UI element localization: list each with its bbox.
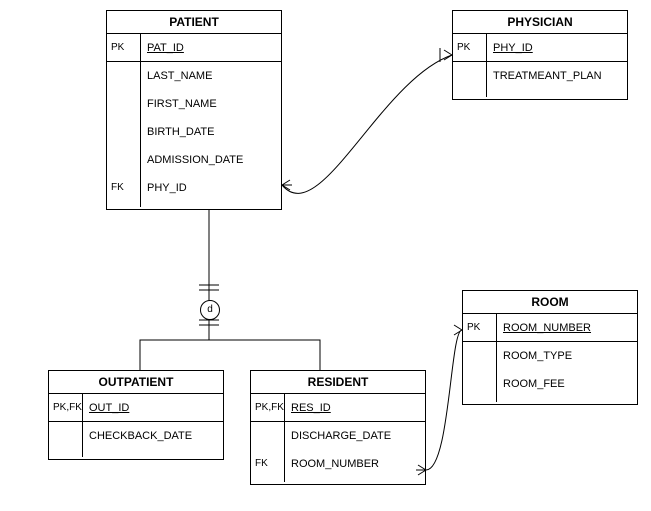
relationship-line <box>426 330 462 470</box>
attr-cell: FIRST_NAME <box>141 90 281 118</box>
attr-cell: ROOM_NUMBER <box>497 314 637 342</box>
crowfoot <box>282 180 292 190</box>
attr-cell: DISCHARGE_DATE <box>285 422 425 450</box>
entity-title-patient: PATIENT <box>107 11 281 34</box>
relationship-line <box>140 320 209 370</box>
key-cell: PK,FK <box>251 394 284 422</box>
key-cell <box>107 146 140 174</box>
entity-body-resident: PK,FK FKRES_IDDISCHARGE_DATEROOM_NUMBER <box>251 394 425 482</box>
entity-title-room: ROOM <box>463 291 637 314</box>
key-cell <box>107 90 140 118</box>
entity-body-room: PKROOM_NUMBERROOM_TYPEROOM_FEE <box>463 314 637 402</box>
entity-title-resident: RESIDENT <box>251 371 425 394</box>
entity-body-patient: PKFKPAT_IDLAST_NAMEFIRST_NAMEBIRTH_DATEA… <box>107 34 281 207</box>
key-cell <box>453 62 486 90</box>
key-cell <box>107 62 140 90</box>
attr-cell: BIRTH_DATE <box>141 118 281 146</box>
key-column: PK,FK <box>49 394 83 457</box>
crowfoot <box>444 50 452 60</box>
crowfoot <box>454 325 462 335</box>
key-cell <box>107 118 140 146</box>
attr-cell: CHECKBACK_DATE <box>83 422 223 450</box>
key-cell: PK <box>463 314 496 342</box>
er-diagram-canvas: PATIENTPKFKPAT_IDLAST_NAMEFIRST_NAMEBIRT… <box>0 0 651 511</box>
key-cell <box>463 370 496 398</box>
attr-cell: ROOM_NUMBER <box>285 450 425 478</box>
relationship-line <box>209 320 320 370</box>
entity-resident: RESIDENTPK,FK FKRES_IDDISCHARGE_DATEROOM_… <box>250 370 426 485</box>
entity-patient: PATIENTPKFKPAT_IDLAST_NAMEFIRST_NAMEBIRT… <box>106 10 282 210</box>
attr-cell: ROOM_FEE <box>497 370 637 398</box>
key-cell <box>463 342 496 370</box>
relationship-line <box>282 55 452 193</box>
attr-column: ROOM_NUMBERROOM_TYPEROOM_FEE <box>497 314 637 402</box>
entity-physician: PHYSICIANPKPHY_IDTREATMEANT_PLAN <box>452 10 628 100</box>
entity-title-physician: PHYSICIAN <box>453 11 627 34</box>
attr-cell: RES_ID <box>285 394 425 422</box>
attr-cell: TREATMEANT_PLAN <box>487 62 627 90</box>
entity-outpatient: OUTPATIENTPK,FKOUT_IDCHECKBACK_DATE <box>48 370 224 460</box>
key-column: PK <box>453 34 487 97</box>
attr-cell: OUT_ID <box>83 394 223 422</box>
key-cell <box>251 422 284 450</box>
key-cell: PK <box>453 34 486 62</box>
attr-cell: PAT_ID <box>141 34 281 62</box>
key-cell: FK <box>107 174 140 202</box>
attr-column: OUT_IDCHECKBACK_DATE <box>83 394 223 457</box>
attr-cell: ROOM_TYPE <box>497 342 637 370</box>
key-column: PK FK <box>107 34 141 207</box>
attr-cell: PHY_ID <box>487 34 627 62</box>
entity-body-outpatient: PK,FKOUT_IDCHECKBACK_DATE <box>49 394 223 457</box>
attr-column: RES_IDDISCHARGE_DATEROOM_NUMBER <box>285 394 425 482</box>
attr-cell: PHY_ID <box>141 174 281 202</box>
key-cell: PK <box>107 34 140 62</box>
attr-cell: ADMISSION_DATE <box>141 146 281 174</box>
subtype-discriminator-symbol: d <box>200 300 220 320</box>
key-cell: PK,FK <box>49 394 82 422</box>
attr-cell: LAST_NAME <box>141 62 281 90</box>
key-cell <box>49 422 82 450</box>
key-cell: FK <box>251 450 284 478</box>
entity-title-outpatient: OUTPATIENT <box>49 371 223 394</box>
entity-room: ROOMPKROOM_NUMBERROOM_TYPEROOM_FEE <box>462 290 638 405</box>
attr-column: PAT_IDLAST_NAMEFIRST_NAMEBIRTH_DATEADMIS… <box>141 34 281 207</box>
attr-column: PHY_IDTREATMEANT_PLAN <box>487 34 627 97</box>
entity-body-physician: PKPHY_IDTREATMEANT_PLAN <box>453 34 627 97</box>
key-column: PK,FK FK <box>251 394 285 482</box>
key-column: PK <box>463 314 497 402</box>
